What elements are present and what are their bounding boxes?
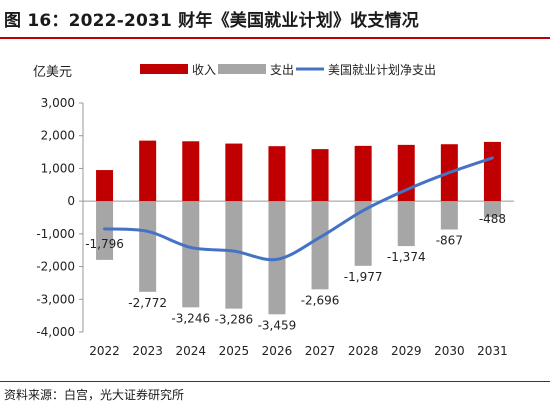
y-tick-label: 1,000 [41,161,75,175]
y-tick-label: 3,000 [41,96,75,110]
expense-bar [139,201,157,292]
income-bar [354,145,372,202]
bars [96,140,501,315]
x-tick-label: 2023 [132,344,163,358]
expense-data-label: -1,374 [387,250,426,264]
expense-bar [96,201,114,260]
expense-data-label: -488 [479,212,506,226]
x-tick-label: 2029 [391,344,422,358]
legend-label: 收入 [192,63,216,77]
legend-swatch-income [140,64,188,74]
y-tick-label: -4,000 [36,325,75,339]
y-tick-label: -1,000 [36,227,75,241]
y-tick-label: 2,000 [41,129,75,143]
expense-data-label: -3,246 [171,311,210,325]
y-tick-label: -2,000 [36,260,75,274]
y-tick-label: -3,000 [36,292,75,306]
legend-label: 支出 [270,63,294,77]
expense-bar [182,201,200,308]
x-tick-label: 2028 [348,344,379,358]
expense-bar [268,201,286,315]
expense-data-label: -2,772 [128,296,167,310]
chart-area: 亿美元 收入 支出 美国就业计划净支出 3,000 2,000 1,000 0 -1,000… [0,40,550,373]
income-bar [96,170,114,202]
expense-data-label: -867 [436,234,463,248]
y-tick-label: 0 [67,194,75,208]
source-divider [0,381,550,382]
income-bar [139,140,157,202]
x-tick-label: 2026 [262,344,293,358]
expense-bar [225,201,243,309]
expense-data-label: -2,696 [301,293,340,307]
x-tick-label: 2027 [305,344,336,358]
expense-data-label: -1,796 [85,237,124,251]
expense-data-label: -3,459 [258,318,297,332]
y-axis: 3,000 2,000 1,000 0 -1,000 -2,000 -3,000 -4,000 [36,96,84,339]
x-tick-label: 2025 [219,344,250,358]
title-divider [0,37,550,39]
income-bar [268,146,286,202]
income-bar [225,143,243,202]
source-note: 资料来源：白宫，光大证券研究所 [4,388,185,402]
expense-bar [483,201,501,218]
net-expenditure-line [103,156,494,262]
expense-bar [311,201,329,290]
expense-bar [397,201,415,247]
title-bar: 图 16：2022-2031 财年《美国就业计划》收支情况 [0,0,550,40]
expense-bar [440,201,458,230]
x-tick-label: 2022 [89,344,120,358]
chart-title: 图 16：2022-2031 财年《美国就业计划》收支情况 [4,11,419,31]
chart-svg: 亿美元 收入 支出 美国就业计划净支出 3,000 2,000 1,000 0 -1,000… [33,63,514,358]
x-tick-label: 2031 [477,344,508,358]
x-tick-label: 2030 [434,344,465,358]
income-bar [483,141,501,202]
income-bar [311,149,329,202]
expense-data-label: -3,286 [215,313,254,327]
line-series [103,156,494,262]
expense-bar [354,201,372,266]
legend-swatch-expense [218,64,266,74]
legend: 收入 支出 美国就业计划净支出 [140,63,436,77]
x-tick-label: 2024 [175,344,206,358]
income-bar [182,141,200,202]
legend-label: 美国就业计划净支出 [328,63,436,77]
data-labels: -1,796 -2,772 -3,246 -3,286 -3,459 -2,696 -1,9… [85,212,506,332]
unit-label: 亿美元 [33,65,72,80]
expense-data-label: -1,977 [344,270,383,284]
